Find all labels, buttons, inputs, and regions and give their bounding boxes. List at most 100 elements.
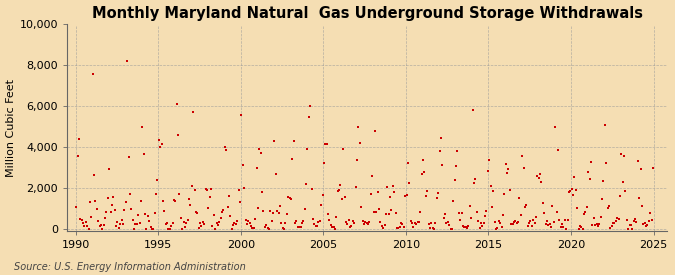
Point xyxy=(160,222,171,226)
Point xyxy=(412,220,423,225)
Point xyxy=(132,222,142,226)
Point xyxy=(122,59,132,64)
Point xyxy=(456,211,467,215)
Point xyxy=(113,226,124,230)
Point xyxy=(647,166,658,170)
Point xyxy=(510,219,520,224)
Point xyxy=(284,195,295,200)
Point xyxy=(583,170,593,174)
Point xyxy=(425,226,435,230)
Point xyxy=(560,218,570,222)
Point xyxy=(416,172,427,176)
Point xyxy=(219,145,230,149)
Point xyxy=(557,222,568,226)
Point xyxy=(82,224,92,228)
Point xyxy=(630,217,641,221)
Point xyxy=(487,205,497,210)
Point xyxy=(408,225,418,230)
Point xyxy=(572,206,583,211)
Point xyxy=(460,224,471,229)
Point xyxy=(502,170,512,175)
Point xyxy=(140,212,151,216)
Point xyxy=(319,160,329,165)
Point xyxy=(283,195,294,200)
Point xyxy=(360,220,371,224)
Point xyxy=(148,227,159,231)
Point xyxy=(517,154,528,158)
Point xyxy=(306,187,317,192)
Point xyxy=(467,108,478,113)
Point xyxy=(418,158,429,162)
Point xyxy=(258,208,269,213)
Point xyxy=(491,227,502,231)
Point xyxy=(291,219,302,223)
Point xyxy=(328,225,339,229)
Point xyxy=(578,211,589,216)
Point xyxy=(213,223,223,227)
Point xyxy=(76,218,87,222)
Point xyxy=(525,219,536,223)
Point xyxy=(100,216,111,220)
Point xyxy=(350,185,361,189)
Point xyxy=(406,221,417,225)
Point xyxy=(614,194,625,198)
Point xyxy=(230,222,241,226)
Point xyxy=(184,197,194,201)
Point xyxy=(74,136,84,141)
Point xyxy=(540,222,551,226)
Point xyxy=(214,220,225,224)
Point xyxy=(483,169,493,173)
Point xyxy=(226,227,237,231)
Point xyxy=(390,211,401,216)
Point xyxy=(637,204,647,208)
Point xyxy=(290,221,300,225)
Point xyxy=(450,178,460,182)
Point xyxy=(111,224,122,229)
Point xyxy=(127,218,138,223)
Point xyxy=(161,221,172,226)
Point xyxy=(203,205,214,210)
Point xyxy=(512,220,523,224)
Point xyxy=(474,225,485,230)
Point xyxy=(419,169,430,174)
Point xyxy=(393,226,404,230)
Point xyxy=(236,112,247,117)
Point xyxy=(240,218,251,222)
Point xyxy=(547,204,558,208)
Point xyxy=(488,188,499,193)
Point xyxy=(273,211,284,215)
Point xyxy=(594,222,605,226)
Point xyxy=(595,215,606,219)
Point xyxy=(348,219,358,224)
Point xyxy=(130,222,141,226)
Point xyxy=(535,171,545,176)
Point xyxy=(210,227,221,231)
Point xyxy=(272,209,283,214)
Point xyxy=(239,186,250,190)
Point xyxy=(141,227,152,231)
Point xyxy=(217,210,227,214)
Point xyxy=(353,125,364,129)
Point xyxy=(97,227,108,231)
Point xyxy=(356,205,367,210)
Point xyxy=(145,225,156,229)
Point xyxy=(91,207,102,211)
Point xyxy=(178,220,189,224)
Point xyxy=(246,224,256,228)
Point xyxy=(157,199,168,204)
Point xyxy=(295,225,306,229)
Point xyxy=(317,193,328,197)
Point xyxy=(180,224,190,229)
Point xyxy=(83,227,94,231)
Point xyxy=(357,219,368,223)
Point xyxy=(189,188,200,193)
Point xyxy=(308,216,319,221)
Point xyxy=(153,138,164,142)
Point xyxy=(209,212,219,217)
Point xyxy=(642,223,653,228)
Point xyxy=(484,158,495,163)
Point xyxy=(386,208,397,213)
Point xyxy=(521,203,532,207)
Point xyxy=(451,164,462,169)
Point xyxy=(346,224,357,228)
